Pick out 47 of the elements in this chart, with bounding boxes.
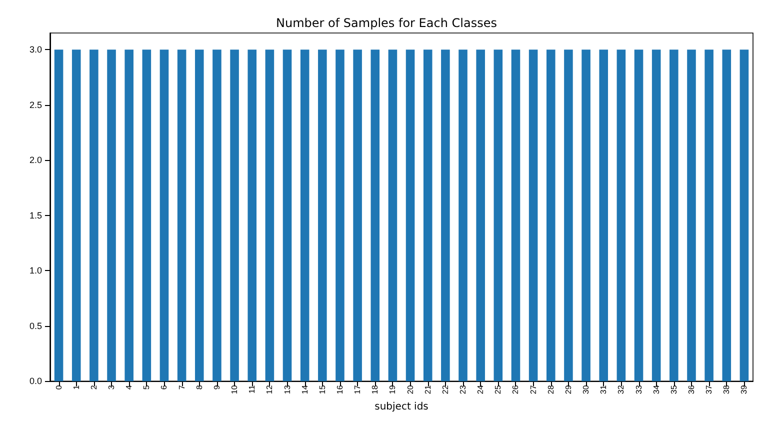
x-tick-label: 36 [686,384,696,394]
y-tick-label: 1.0 [29,266,42,276]
x-tick-label: 5 [142,384,152,390]
x-tick-label: 27 [528,384,538,394]
x-tick-label: 38 [722,384,732,394]
y-tick-label: 3.0 [29,44,42,55]
x-tick-label: 26 [511,384,520,394]
x-tick-label: 28 [546,384,556,394]
x-tick-label: 3 [107,384,116,390]
y-tick-label: 2.5 [29,100,42,110]
x-tick-label: 12 [265,384,274,394]
chart-title: Number of Samples for Each Classes [276,16,497,30]
x-tick-label: 13 [282,384,292,394]
x-tick-label: 32 [616,384,626,394]
x-tick-label: 17 [353,384,362,394]
x-tick-label: 31 [599,384,608,394]
x-tick-label: 16 [335,384,344,394]
x-tick-label: 4 [124,384,134,390]
x-tick-label: 33 [634,384,644,394]
x-tick-label: 8 [194,384,204,390]
x-axis-title: subject ids [374,402,428,412]
y-tick-label: 2.0 [29,155,42,166]
x-tick-label: 30 [582,384,591,394]
x-tick-label: 10 [230,384,240,394]
x-tick-label: 37 [704,384,714,394]
x-tick-label: 39 [740,384,749,394]
x-tick-label: 21 [423,384,432,394]
x-tick-label: 23 [458,384,468,394]
y-tick-label: 0.5 [29,320,42,331]
x-tick-label: 35 [669,384,678,394]
x-tick-label: 2 [89,384,98,390]
x-tick-label: 18 [370,384,380,394]
x-tick-label: 7 [177,384,186,390]
x-tick-label: 11 [248,384,257,394]
x-tick-label: 34 [652,384,661,394]
x-tick-label: 22 [440,384,450,394]
x-tick-label: 24 [476,384,486,394]
x-tick-label: 20 [406,384,415,394]
x-tick-label: 29 [564,384,573,394]
x-tick-label: 0 [54,384,64,390]
x-tick-label: 25 [494,384,503,394]
x-tick-label: 15 [318,384,327,394]
x-tick-label: 14 [300,384,310,394]
x-tick-label: 1 [72,384,81,390]
x-tick-label: 19 [388,384,398,394]
y-tick-label: 0.0 [29,376,42,386]
y-tick-label: 1.5 [29,210,42,220]
